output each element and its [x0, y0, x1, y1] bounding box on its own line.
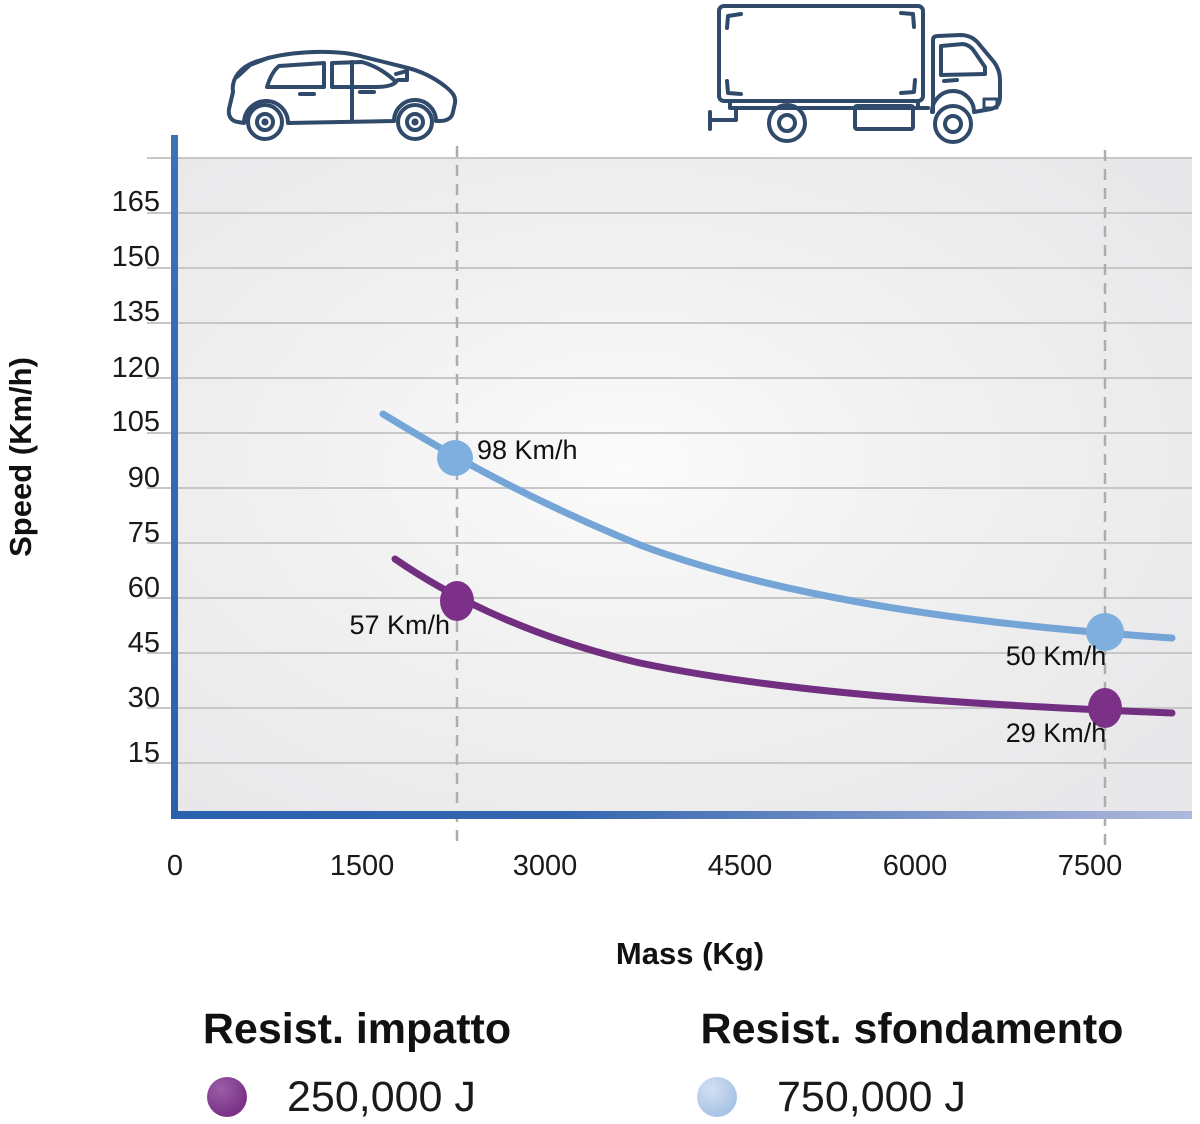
car-icon [226, 49, 458, 141]
y-tick-60: 60 [127, 572, 160, 604]
point-sfondamento-98 [437, 440, 473, 476]
annotation-98kmh: 98 Km/h [477, 435, 578, 465]
reference-lines [455, 146, 1107, 845]
legend-title-impatto: Resist. impatto [202, 1005, 512, 1053]
plot-area [178, 158, 1192, 811]
y-axis-title: Speed (Km/h) [3, 357, 38, 557]
annotation-50kmh: 50 Km/h [1005, 641, 1107, 671]
y-tick-150: 150 [111, 241, 160, 273]
y-tick-90: 90 [127, 462, 160, 494]
y-tick-105: 105 [111, 406, 160, 438]
x-tick-7500: 7500 [1057, 850, 1123, 882]
x-axis-title: Mass (Kg) [615, 936, 765, 971]
legend-value-impatto: 250,000 J [287, 1073, 476, 1121]
legend-value-sfondamento: 750,000 J [777, 1073, 966, 1121]
annotation-29kmh: 29 Km/h [1005, 718, 1107, 748]
legend-dot-sfondamento [697, 1077, 737, 1117]
truck-icon [708, 4, 1002, 144]
x-tick-0: 0 [166, 850, 184, 882]
y-tick-75: 75 [127, 517, 160, 549]
y-tick-45: 45 [127, 627, 160, 659]
y-tick-135: 135 [111, 296, 160, 328]
y-tick-30: 30 [127, 682, 160, 714]
x-tick-6000: 6000 [882, 850, 948, 882]
x-tick-3000: 3000 [512, 850, 578, 882]
x-tick-1500: 1500 [329, 850, 395, 882]
y-tick-120: 120 [111, 352, 160, 384]
y-axis-line [171, 135, 178, 819]
y-tick-15: 15 [127, 737, 160, 769]
legend-dot-impatto [207, 1077, 247, 1117]
annotation-57kmh: 57 Km/h [349, 610, 450, 640]
point-sfondamento-50 [1086, 613, 1124, 651]
point-impatto-29 [1088, 688, 1122, 728]
x-axis-line [171, 811, 1192, 819]
x-tick-4500: 4500 [707, 850, 773, 882]
point-impatto-57 [440, 581, 474, 621]
y-tick-165: 165 [111, 186, 160, 218]
legend-title-sfondamento: Resist. sfondamento [700, 1005, 1124, 1053]
